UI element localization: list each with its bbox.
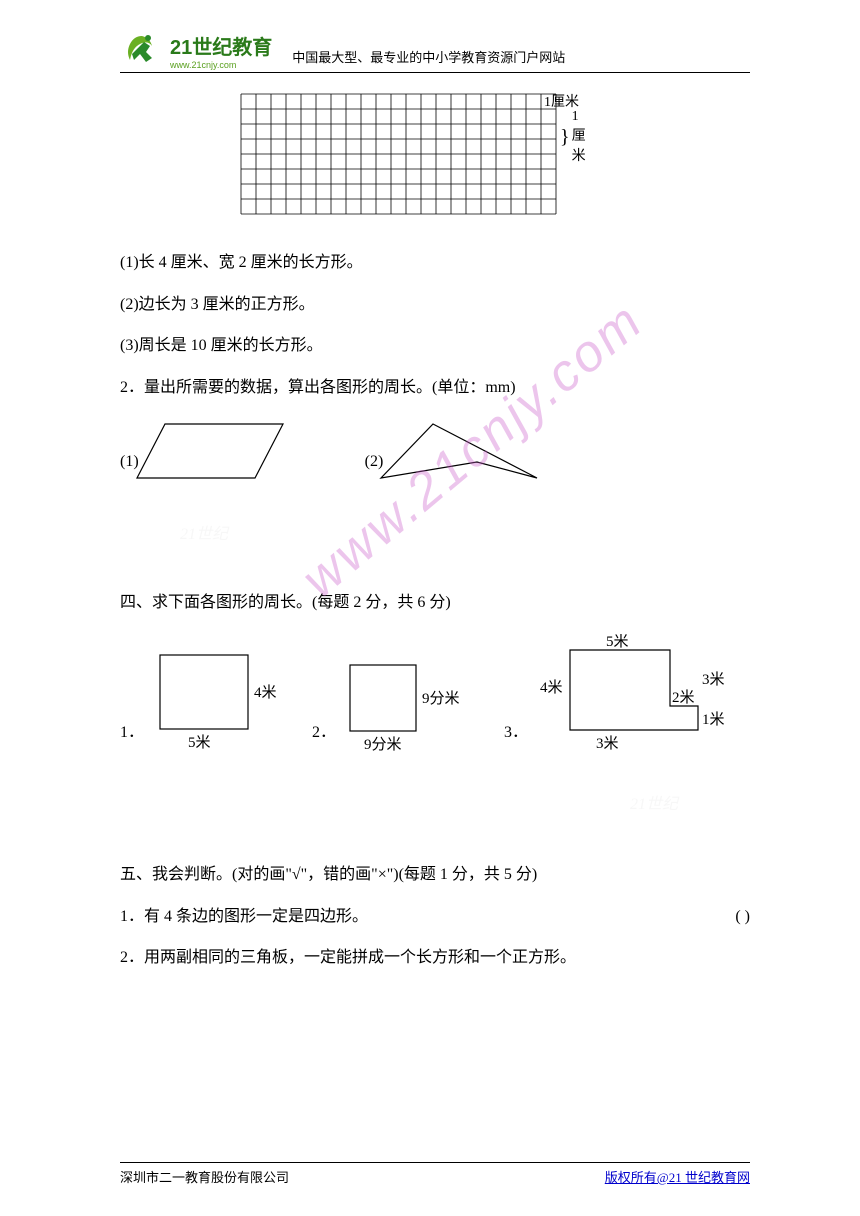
page-header: 21世纪教育 www.21cnjy.com 中国最大型、最专业的中小学教育资源门… — [120, 30, 750, 73]
sec4-shape2: 2． 9分米 9分米 — [312, 659, 474, 754]
footer-company: 深圳市二一教育股份有限公司 — [120, 1167, 289, 1186]
q2-shapes: (1) (2) — [120, 420, 750, 482]
svg-text:5米: 5米 — [188, 734, 211, 751]
q1-item1: (1)长 4 厘米、宽 2 厘米的长方形。 — [120, 242, 750, 284]
header-tagline: 中国最大型、最专业的中小学教育资源门户网站 — [292, 47, 565, 70]
sec5-title: 五、我会判断。(对的画"√"，错的画"×")(每题 1 分，共 5 分) — [120, 854, 750, 896]
svg-text:3米: 3米 — [596, 735, 619, 752]
svg-text:2米: 2米 — [672, 689, 695, 706]
q1-item2: (2)边长为 3 厘米的正方形。 — [120, 284, 750, 326]
logo: 21世纪教育 www.21cnjy.com — [120, 30, 272, 70]
grid-label-width: 1厘米 — [544, 91, 579, 111]
content: (1)长 4 厘米、宽 2 厘米的长方形。 (2)边长为 3 厘米的正方形。 (… — [120, 242, 750, 979]
sec4-shape3: 3． 5米 4米 — [504, 634, 726, 754]
grid-svg — [240, 93, 557, 215]
grid-label-height: }1厘米 — [560, 109, 586, 165]
runner-logo-icon — [120, 30, 166, 70]
q1-item3: (3)周长是 10 厘米的长方形。 — [120, 325, 750, 367]
q2-shape2: (2) — [365, 420, 540, 482]
lshape-icon: 5米 4米 3米 2米 1米 3米 — [536, 634, 726, 754]
square-9dm-icon: 9分米 9分米 — [344, 659, 474, 754]
svg-text:4米: 4米 — [540, 679, 563, 696]
sec4-shape1: 1． 4米 5米 — [120, 649, 282, 754]
cm-grid: 1厘米 }1厘米 — [240, 93, 580, 220]
svg-text:9分米: 9分米 — [422, 690, 460, 707]
footer-copyright: 版权所有@21 世纪教育网 — [605, 1167, 750, 1186]
q2-title: 2．量出所需要的数据，算出各图形的周长。(单位：mm) — [120, 367, 750, 409]
page-footer: 深圳市二一教育股份有限公司 版权所有@21 世纪教育网 — [120, 1162, 750, 1186]
parallelogram-icon — [135, 420, 285, 482]
svg-text:1米: 1米 — [702, 711, 725, 728]
sec5-item1: 1．有 4 条边的图形一定是四边形。 ( ) — [120, 896, 750, 938]
concave-triangle-icon — [379, 420, 539, 482]
rectangle-5x4-icon: 4米 5米 — [152, 649, 282, 754]
svg-text:5米: 5米 — [606, 634, 629, 650]
sec5-item2: 2．用两副相同的三角板，一定能拼成一个长方形和一个正方形。 — [120, 937, 750, 979]
q2-shape1: (1) — [120, 420, 285, 482]
svg-text:4米: 4米 — [254, 684, 277, 701]
logo-title: 21世纪教育 — [170, 31, 272, 60]
sec4-shapes: 1． 4米 5米 2． 9分米 9分米 3． — [120, 634, 750, 754]
sec4-title: 四、求下面各图形的周长。(每题 2 分，共 6 分) — [120, 582, 750, 624]
svg-text:9分米: 9分米 — [364, 736, 402, 753]
logo-url: www.21cnjy.com — [170, 60, 272, 70]
svg-text:3米: 3米 — [702, 671, 725, 688]
